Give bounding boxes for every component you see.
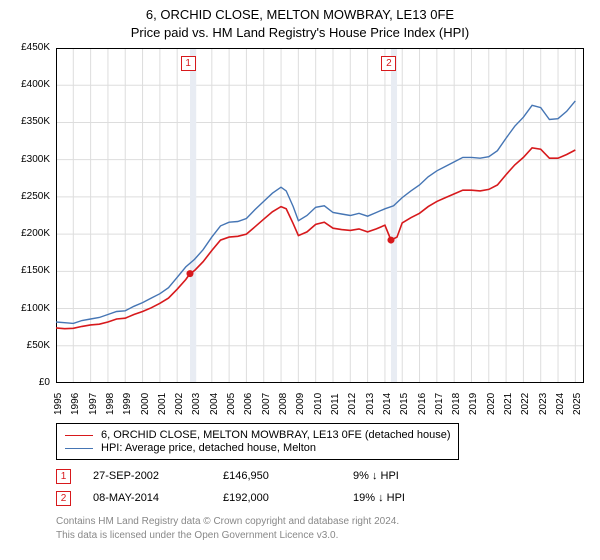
legend-label: 6, ORCHID CLOSE, MELTON MOWBRAY, LE13 0F… xyxy=(101,429,450,441)
sale-row: 1 27-SEP-2002£146,9509% ↓ HPI xyxy=(56,465,483,487)
x-tick-label: 1997 xyxy=(88,393,99,415)
x-tick-label: 2018 xyxy=(451,393,462,415)
x-tick-label: 2020 xyxy=(486,393,497,415)
attribution: Contains HM Land Registry data © Crown c… xyxy=(56,515,399,542)
sale-price: £192,000 xyxy=(223,492,353,504)
x-tick-label: 2021 xyxy=(503,393,514,415)
y-tick-label: £400K xyxy=(4,79,50,90)
sale-date: 27-SEP-2002 xyxy=(93,470,223,482)
y-tick-label: £0 xyxy=(4,377,50,388)
x-tick-label: 2010 xyxy=(313,393,324,415)
y-tick-label: £200K xyxy=(4,228,50,239)
sale-row: 2 08-MAY-2014£192,00019% ↓ HPI xyxy=(56,487,483,509)
sales-table: 1 27-SEP-2002£146,9509% ↓ HPI 2 08-MAY-2014… xyxy=(56,465,483,509)
x-tick-label: 2025 xyxy=(572,393,583,415)
x-tick-label: 1996 xyxy=(70,393,81,415)
x-tick-label: 2014 xyxy=(382,393,393,415)
title-line-2: Price paid vs. HM Land Registry's House … xyxy=(0,24,600,42)
y-tick-label: £50K xyxy=(4,340,50,351)
chart-title: 6, ORCHID CLOSE, MELTON MOWBRAY, LE13 0F… xyxy=(0,0,600,42)
y-tick-label: £450K xyxy=(4,42,50,53)
sale-delta: 9% ↓ HPI xyxy=(353,470,483,482)
x-tick-label: 2017 xyxy=(434,393,445,415)
x-tick-label: 2002 xyxy=(174,393,185,415)
x-tick-label: 2011 xyxy=(330,393,341,415)
x-tick-label: 2023 xyxy=(538,393,549,415)
x-tick-label: 1999 xyxy=(122,393,133,415)
y-tick-label: £350K xyxy=(4,116,50,127)
x-tick-label: 1998 xyxy=(105,393,116,415)
sale-index-box: 2 xyxy=(56,491,71,506)
x-tick-label: 2007 xyxy=(261,393,272,415)
x-tick-label: 2013 xyxy=(365,393,376,415)
sale-marker-1: 1 xyxy=(181,56,196,71)
x-tick-label: 2012 xyxy=(347,393,358,415)
x-tick-label: 2001 xyxy=(157,393,168,415)
x-tick-label: 2004 xyxy=(209,393,220,415)
x-tick-label: 1995 xyxy=(53,393,64,415)
attribution-line-2: This data is licensed under the Open Gov… xyxy=(56,529,399,543)
x-tick-label: 2019 xyxy=(468,393,479,415)
sale-price: £146,950 xyxy=(223,470,353,482)
x-tick-label: 2009 xyxy=(295,393,306,415)
x-tick-label: 2003 xyxy=(191,393,202,415)
sale-marker-2: 2 xyxy=(381,56,396,71)
x-tick-label: 2005 xyxy=(226,393,237,415)
sale-date: 08-MAY-2014 xyxy=(93,492,223,504)
x-tick-label: 2015 xyxy=(399,393,410,415)
x-tick-label: 2000 xyxy=(140,393,151,415)
x-tick-label: 2024 xyxy=(555,393,566,415)
sale-delta: 19% ↓ HPI xyxy=(353,492,483,504)
attribution-line-1: Contains HM Land Registry data © Crown c… xyxy=(56,515,399,529)
title-line-1: 6, ORCHID CLOSE, MELTON MOWBRAY, LE13 0F… xyxy=(0,6,600,24)
price-chart xyxy=(56,48,584,383)
legend-item: 6, ORCHID CLOSE, MELTON MOWBRAY, LE13 0F… xyxy=(65,429,450,441)
x-tick-label: 2016 xyxy=(417,393,428,415)
y-tick-label: £100K xyxy=(4,303,50,314)
sale-index-box: 1 xyxy=(56,469,71,484)
legend-item: HPI: Average price, detached house, Melt… xyxy=(65,442,450,454)
y-tick-label: £300K xyxy=(4,154,50,165)
legend: 6, ORCHID CLOSE, MELTON MOWBRAY, LE13 0F… xyxy=(56,423,459,460)
x-tick-label: 2006 xyxy=(243,393,254,415)
y-tick-label: £150K xyxy=(4,265,50,276)
x-tick-label: 2008 xyxy=(278,393,289,415)
y-tick-label: £250K xyxy=(4,191,50,202)
x-tick-label: 2022 xyxy=(520,393,531,415)
legend-label: HPI: Average price, detached house, Melt… xyxy=(101,442,316,454)
